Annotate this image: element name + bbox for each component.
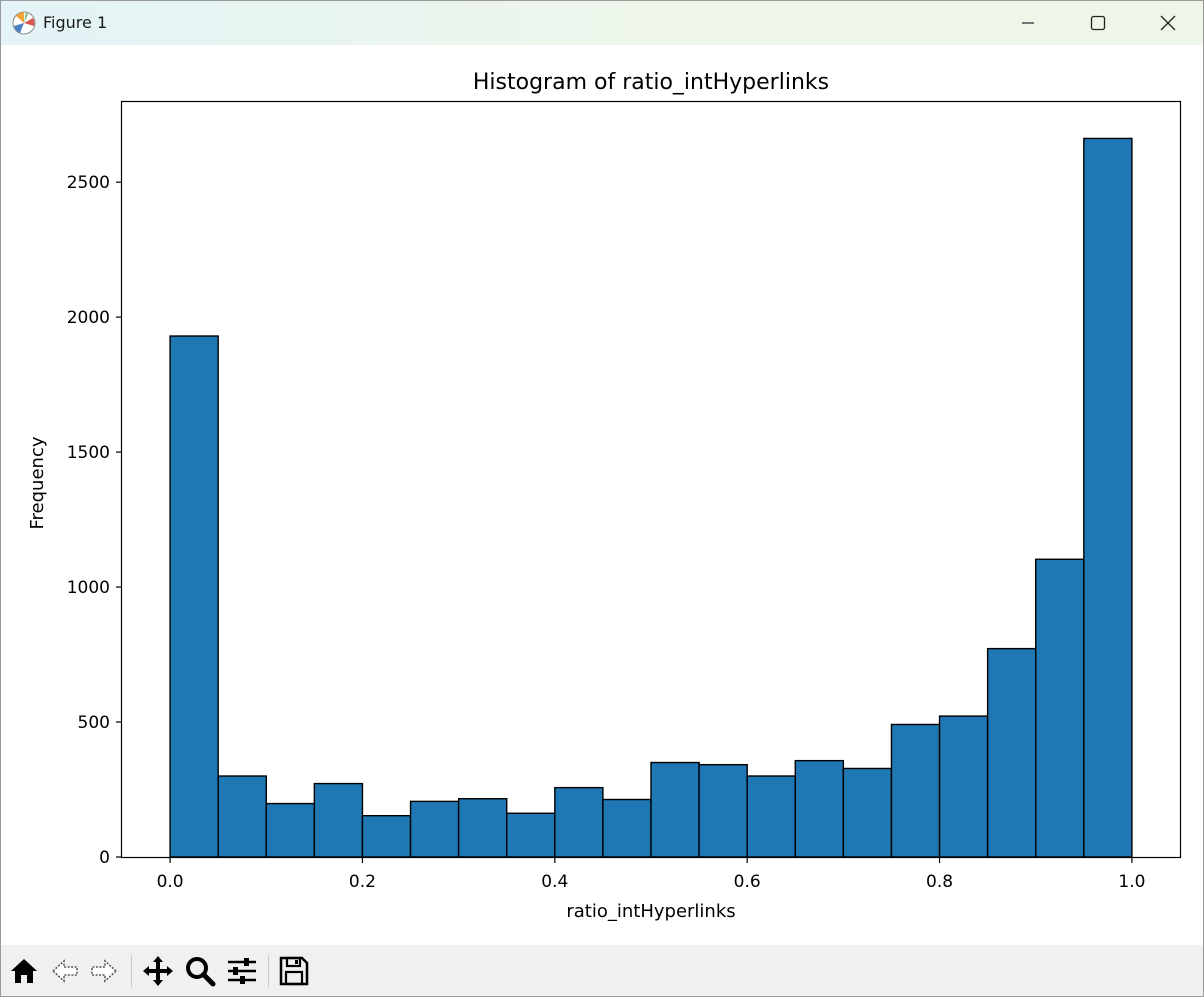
back-icon (51, 959, 78, 983)
y-tick-label: 1000 (67, 578, 110, 598)
x-tick-label: 0.8 (926, 872, 953, 892)
forward-icon (91, 959, 118, 983)
histogram-bar (602, 798, 652, 858)
y-tick-label: 2500 (67, 173, 110, 193)
axes-frame (120, 100, 1182, 859)
histogram-bar (361, 815, 412, 858)
histogram-bar (986, 647, 1037, 858)
histogram-bar (506, 812, 556, 858)
navigation-toolbar (1, 945, 1203, 996)
histogram-bar (313, 782, 364, 858)
save-button[interactable] (277, 954, 311, 988)
histogram-bar (842, 767, 893, 858)
histogram-bar (938, 715, 989, 858)
histogram-bar (1035, 558, 1085, 858)
save-icon (279, 956, 309, 986)
histogram-bar (265, 802, 316, 858)
minimize-icon (1022, 22, 1034, 24)
x-tick-label: 0.0 (157, 872, 184, 892)
window-title: Figure 1 (43, 13, 108, 32)
y-axis-label: Frequency (27, 436, 48, 529)
histogram-bar (650, 761, 700, 858)
close-icon (1160, 15, 1176, 31)
figure-canvas: Histogram of ratio_intHyperlinks 0.0 0.2 0… (27, 70, 1182, 922)
x-tick-label: 0.6 (734, 872, 761, 892)
toolbar-separator (268, 955, 269, 987)
configure-subplots-icon (228, 958, 256, 984)
back-button[interactable] (48, 954, 82, 988)
pan-button[interactable] (141, 954, 175, 988)
histogram-bar (746, 775, 796, 858)
histogram-bar (698, 763, 748, 858)
y-tick-label: 2000 (67, 308, 110, 328)
x-tick-label: 1.0 (1118, 872, 1145, 892)
y-tick-label: 0 (99, 848, 110, 868)
maximize-icon (1090, 15, 1106, 31)
histogram-bar (890, 723, 941, 858)
histogram-bar (409, 800, 460, 858)
bars-group (169, 137, 1133, 858)
minimize-button[interactable] (993, 1, 1063, 45)
y-tick-label: 500 (78, 713, 110, 733)
chart-title: Histogram of ratio_intHyperlinks (473, 70, 829, 95)
home-button[interactable] (7, 954, 41, 988)
zoom-button[interactable] (183, 954, 217, 988)
home-icon (11, 959, 37, 983)
y-tick-label: 1500 (67, 443, 110, 463)
title-bar: Figure 1 (1, 1, 1203, 45)
histogram-bar (457, 797, 508, 858)
configure-subplots-button[interactable] (225, 954, 259, 988)
histogram-bar (554, 786, 604, 858)
histogram-bar (217, 775, 267, 858)
y-axis-ticks: 0 500 1000 1500 2000 2500 (67, 173, 122, 868)
x-axis-ticks: 0.0 0.2 0.4 0.6 0.8 1.0 (157, 857, 1145, 892)
maximize-button[interactable] (1063, 1, 1133, 45)
x-tick-label: 0.2 (349, 872, 376, 892)
close-button[interactable] (1133, 1, 1203, 45)
histogram-bar (1083, 137, 1133, 858)
app-icon (12, 11, 36, 35)
forward-button[interactable] (87, 954, 121, 988)
pan-icon (143, 956, 173, 986)
histogram-bar (169, 335, 219, 858)
x-tick-label: 0.4 (541, 872, 568, 892)
x-axis-label: ratio_intHyperlinks (566, 901, 735, 922)
histogram-bar (794, 759, 845, 858)
zoom-icon (186, 957, 216, 987)
toolbar-separator (131, 955, 132, 987)
